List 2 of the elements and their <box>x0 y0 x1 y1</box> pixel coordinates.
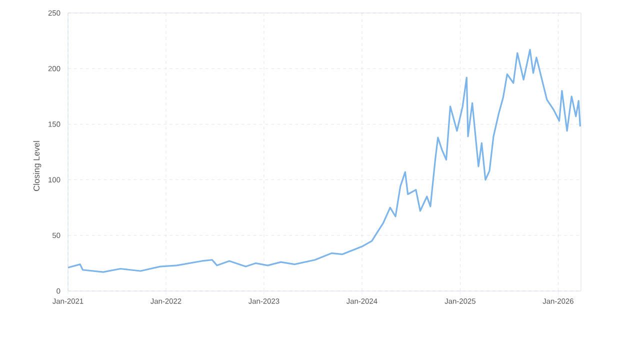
y-axis-title: Closing Level <box>33 141 42 191</box>
line-series <box>67 48 581 273</box>
